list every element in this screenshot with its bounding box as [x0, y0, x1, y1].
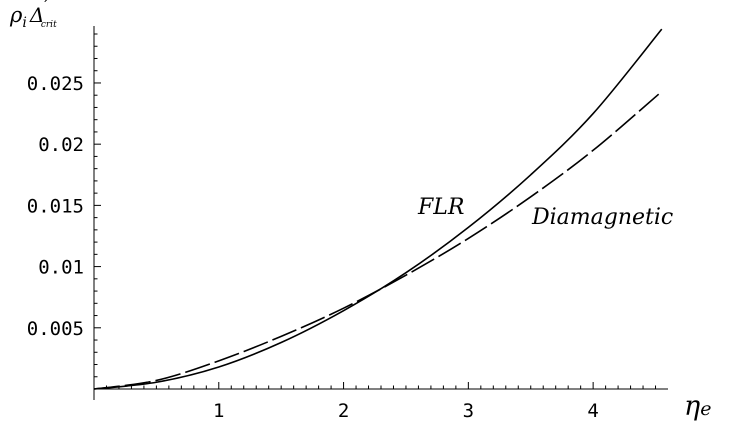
series-layer — [93, 28, 663, 390]
series-line-diamagnetic — [93, 90, 663, 390]
series-line-flr — [93, 28, 663, 390]
y-tick-label: 0.005 — [27, 318, 84, 340]
x-tick-label: 3 — [463, 400, 474, 421]
y-ticks: 0.005 0.01 0.015 0.02 0.025 — [27, 33, 101, 378]
y-tick-label: 0.025 — [27, 73, 84, 95]
x-tick-label: 4 — [587, 400, 598, 421]
y-tick-label: 0.02 — [38, 134, 84, 156]
x-tick-label: 2 — [338, 400, 349, 421]
x-ticks: 1 2 3 4 — [105, 382, 657, 421]
x-axis-label: ηe — [684, 391, 711, 421]
series-label-flr: FLR — [417, 195, 464, 220]
y-axis-label: ρi Δ′ crit — [9, 0, 57, 31]
axes: 1 2 3 4 0.005 0.01 0.015 0.02 0.025 — [27, 26, 668, 421]
series-label-diamagnetic: Diamagnetic — [531, 205, 673, 230]
x-tick-label: 1 — [213, 400, 224, 421]
y-tick-label: 0.015 — [27, 195, 84, 217]
y-tick-label: 0.01 — [38, 257, 84, 279]
